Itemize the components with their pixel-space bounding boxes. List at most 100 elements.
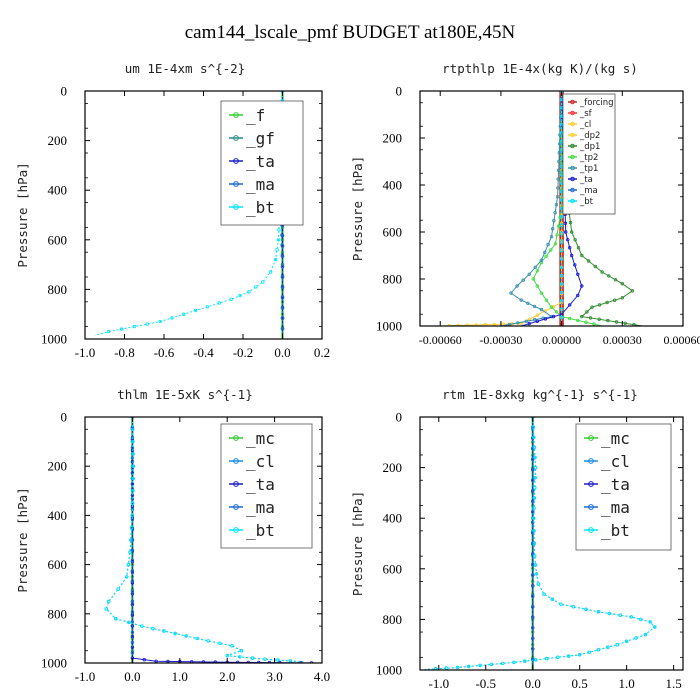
legend-marker-dp1	[570, 143, 575, 149]
series-marker-bt	[533, 486, 537, 490]
series-marker-dp1	[613, 278, 618, 282]
series-marker-bt	[532, 529, 536, 533]
series-marker-tp1	[509, 291, 513, 295]
series-marker-bt	[532, 496, 537, 500]
series-marker-dp2	[474, 323, 478, 326]
legend-label: _mc	[246, 429, 275, 448]
series-marker-bt	[276, 658, 280, 662]
series-marker-bt	[559, 257, 564, 261]
series-marker-bt	[559, 240, 564, 244]
series-marker-bt	[275, 247, 279, 252]
series-marker-tp1	[516, 321, 520, 325]
y-tick-label: 0	[396, 410, 403, 425]
series-marker-ma	[531, 510, 535, 514]
series-marker-bt	[131, 452, 135, 456]
series-marker-bt	[533, 476, 537, 480]
series-marker-tp1	[551, 226, 555, 231]
series-group	[424, 417, 657, 670]
series-marker-dp2	[465, 323, 469, 326]
series-marker-bt	[559, 273, 564, 278]
series-marker-dp1	[600, 270, 604, 274]
legend-label: _ma	[246, 498, 275, 517]
x-tick-label: -0.4	[193, 345, 214, 360]
x-tick-label: 0.0	[525, 676, 541, 691]
x-tick-label: 1.0	[172, 669, 188, 684]
series-marker-tp1	[539, 258, 544, 262]
series-marker-tp1	[527, 272, 531, 276]
series-marker-bt	[584, 607, 588, 611]
x-tick-label: 0.0	[274, 345, 290, 360]
series-marker-dp1	[590, 305, 594, 309]
legend-label: _cl	[246, 452, 275, 471]
legend-marker-dp2	[570, 132, 575, 138]
series-marker-ta	[573, 263, 577, 267]
legend-label: _sf	[579, 109, 593, 119]
series-marker-ta	[576, 293, 580, 298]
series-marker-tp2	[553, 242, 558, 246]
series-marker-bt	[126, 562, 131, 567]
series-marker-bt	[587, 650, 591, 654]
chart-panels: um 1E-4xm s^{-2} Pressure [hPa] 0 200 400 600…	[15, 61, 700, 691]
series-marker-bt	[629, 615, 633, 619]
series-marker-ma	[531, 605, 535, 609]
series-marker-ta	[563, 221, 568, 225]
series-marker-ma	[280, 275, 285, 279]
y-tick-label: 0	[396, 84, 403, 99]
y-tick-label: 800	[383, 272, 403, 287]
series-marker-dp1	[597, 317, 601, 321]
series-marker-tp1	[532, 318, 537, 322]
series-marker-tp1	[553, 210, 557, 215]
series-marker-tp1	[521, 278, 525, 282]
series-marker-bt	[615, 643, 619, 647]
series-marker-bt	[512, 660, 516, 665]
series-marker-tp1	[556, 168, 561, 172]
series-marker-ma	[130, 589, 135, 593]
series-marker-ta	[213, 660, 217, 663]
series-marker-bt	[128, 550, 132, 554]
figure-title: cam144_lscale_pmf BUDGET at180E,45N	[185, 22, 516, 43]
y-tick-label: 0	[61, 410, 68, 425]
series-marker-ma	[130, 630, 135, 634]
series-marker-bt	[130, 501, 135, 505]
series-marker-bt	[606, 645, 610, 649]
series-marker-bt	[542, 592, 546, 596]
series-marker-bt	[533, 465, 538, 470]
legend-label: _gf	[246, 129, 275, 148]
series-marker-bt	[250, 656, 255, 660]
series-marker-bt	[131, 439, 135, 444]
series-marker-tp1	[546, 242, 550, 247]
series-marker-ta	[570, 253, 574, 258]
series-marker-dp2	[535, 313, 539, 317]
series-marker-ta	[189, 660, 194, 663]
series-marker-tp1	[539, 307, 544, 312]
y-tick-label: 400	[48, 508, 68, 523]
series-marker-dp2	[483, 323, 487, 326]
series-marker-bt	[532, 541, 536, 546]
series-marker-bt	[184, 634, 188, 638]
legend-marker-dp2	[570, 121, 575, 127]
series-marker-tp2	[568, 316, 572, 321]
series-marker-ma	[531, 657, 535, 662]
series-marker-ma	[531, 457, 535, 461]
plot-frame	[84, 416, 323, 664]
y-tick-label: 1000	[376, 663, 402, 678]
legend-marker-ma	[588, 504, 594, 510]
series-marker-bt	[531, 425, 535, 429]
series-marker-dp1	[620, 282, 624, 286]
series-marker-bt	[532, 516, 536, 520]
series-marker-bt	[182, 312, 186, 316]
panel-title: rtpthlp 1E-4x(kg K)/(kg s)	[442, 61, 638, 76]
series-marker-bt	[195, 636, 199, 641]
series-marker-ta	[564, 230, 568, 234]
series-marker-tp1	[526, 301, 530, 305]
series-marker-ta	[535, 319, 539, 323]
series-marker-tp1	[519, 298, 523, 302]
plot-frame	[419, 90, 684, 327]
legend-marker-cl	[588, 458, 594, 464]
y-tick-label: 1000	[41, 656, 67, 671]
series-marker-tp2	[555, 233, 559, 237]
series-marker-ta	[527, 321, 531, 326]
series-marker-bt	[559, 265, 564, 269]
series-marker-tp1	[543, 250, 547, 255]
